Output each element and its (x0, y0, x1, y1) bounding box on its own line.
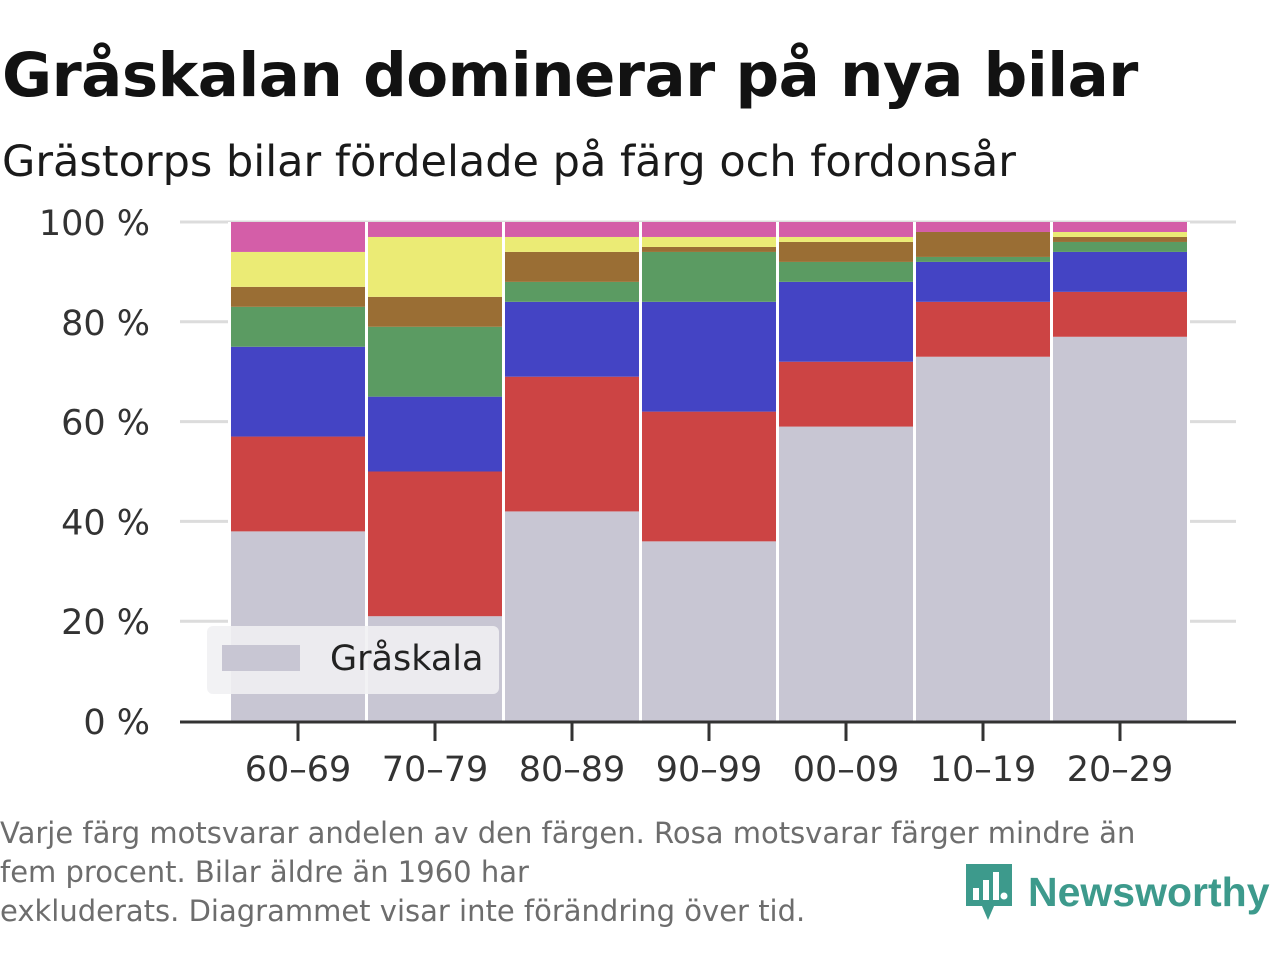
bar-segment (916, 231, 1050, 257)
bar-segment (231, 251, 365, 287)
y-tick-label: 80 % (61, 304, 150, 344)
chart-subtitle: Grästorps bilar fördelade på färg och fo… (2, 137, 1016, 187)
bar-segment (1053, 251, 1187, 292)
bar-segment (368, 296, 502, 327)
x-tick-label: 00–09 (793, 750, 900, 790)
bar-segment (368, 222, 502, 237)
newsworthy-logo-icon (966, 864, 1012, 920)
legend: Gråskala (207, 626, 499, 694)
bar-segment (779, 426, 913, 721)
y-tick-label: 100 % (39, 204, 150, 244)
bar-segment (642, 222, 776, 237)
bar-segment (231, 306, 365, 347)
x-tick-label: 20–29 (1067, 750, 1174, 790)
bar-segment (368, 326, 502, 397)
x-axis: 60–69 70–79 80–89 90–99 00–09 10–19 20–29 (180, 720, 1236, 790)
bar-segment (231, 222, 365, 252)
bar-segment (642, 541, 776, 721)
brand-name: Newsworthy (1028, 868, 1270, 915)
y-tick-label: 0 % (83, 703, 150, 743)
bar-segment (1053, 222, 1187, 232)
x-tick-label: 10–19 (930, 750, 1037, 790)
bar-segment (231, 436, 365, 532)
bar-segment (779, 222, 913, 237)
legend-swatch-graskala (222, 645, 300, 671)
bar-segment (642, 411, 776, 542)
bar-segment (231, 286, 365, 307)
bar-segment (642, 246, 776, 252)
bar-segment (505, 222, 639, 237)
y-tick-label: 40 % (61, 503, 150, 543)
bar-segment (779, 281, 913, 362)
bar-segment (916, 256, 1050, 262)
bar-segment (779, 241, 913, 262)
bar-segment (642, 236, 776, 247)
legend-label-graskala: Gråskala (330, 638, 483, 679)
bar-segment (916, 301, 1050, 357)
x-tick-label: 70–79 (382, 750, 489, 790)
x-tick-label: 80–89 (519, 750, 626, 790)
y-tick-label: 20 % (61, 603, 150, 643)
bar-segment (1053, 231, 1187, 237)
legend-background (207, 626, 499, 694)
footnote-line-2: fem procent. Bilar äldre än 1960 har (0, 855, 529, 889)
bar-segment (1053, 336, 1187, 721)
bar-segment (505, 251, 639, 282)
bar-segment (368, 236, 502, 297)
bar-segment (916, 356, 1050, 721)
brand: Newsworthy (964, 862, 1270, 922)
bar-segment (1053, 236, 1187, 242)
bar-segment (1053, 241, 1187, 252)
bar-segment (916, 222, 1050, 232)
x-tick-label: 60–69 (245, 750, 352, 790)
footnote-line-1: Varje färg motsvarar andelen av den färg… (0, 816, 1136, 850)
bar-segment (779, 236, 913, 242)
bar-segment (368, 396, 502, 472)
chart-title: Gråskalan dominerar på nya bilar (2, 40, 1138, 111)
bar-segment (505, 511, 639, 721)
bar-segment (779, 361, 913, 427)
footnote: Varje färg motsvarar andelen av den färg… (0, 814, 1260, 930)
bar-segment (368, 471, 502, 617)
bar-segment (779, 261, 913, 282)
bar-segment (505, 301, 639, 377)
bar-segment (642, 251, 776, 302)
bar-segment (916, 261, 1050, 302)
y-tick-label: 60 % (61, 404, 150, 444)
stacked-bar-chart: 0 % 20 % 40 % 60 % 80 % 100 % 60–69 70–79 80–89… (39, 204, 1236, 790)
bar-segment (505, 281, 639, 302)
bar-segment (642, 301, 776, 412)
bar-segment (1053, 291, 1187, 337)
bar-segment (505, 376, 639, 512)
bar-segment (231, 346, 365, 437)
bar-segment (505, 236, 639, 252)
x-tick-label: 90–99 (656, 750, 763, 790)
footnote-line-3: exkluderats. Diagrammet visar inte förän… (0, 894, 806, 928)
y-axis-tick-labels: 0 % 20 % 40 % 60 % 80 % 100 % (39, 204, 150, 743)
